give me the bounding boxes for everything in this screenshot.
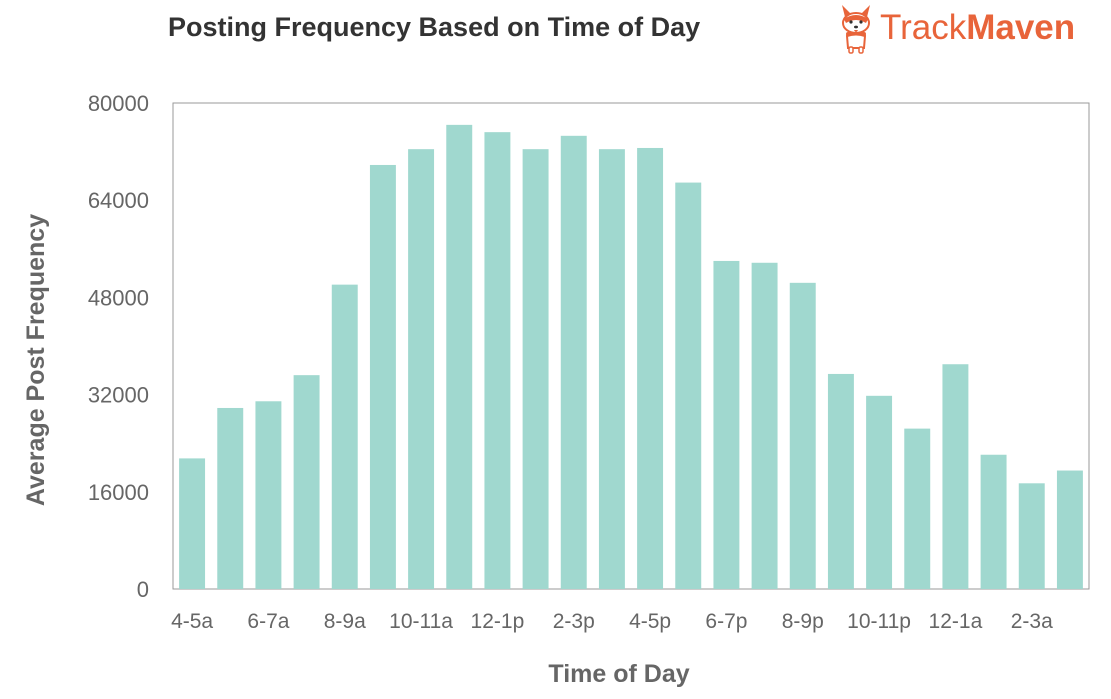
brand-name-part1: Track (880, 8, 967, 47)
bar-11-12p (446, 124, 473, 590)
bar-11-12a (904, 428, 931, 589)
plot-frame (172, 102, 1090, 590)
bar-7-8p (751, 262, 778, 589)
x-tick-label: 4-5p (629, 610, 671, 633)
bar-1-2p (522, 149, 549, 590)
y-axis-title: Average Post Frequency (22, 214, 50, 506)
x-axis-title: Time of Day (548, 660, 689, 688)
y-tick-label: 32000 (88, 383, 149, 408)
brand-name-part2: Maven (966, 8, 1076, 47)
bar-10-11a (408, 149, 435, 590)
x-tick-label: 12-1p (471, 610, 525, 633)
bar-4-5a (179, 458, 206, 589)
y-tick-label: 80000 (88, 91, 149, 116)
bar-1-2a (980, 454, 1007, 589)
x-tick-label: 2-3a (1011, 610, 1053, 633)
bar-12-1p (484, 132, 511, 589)
bar-4-5p (637, 147, 664, 589)
x-tick-label: 8-9a (324, 610, 366, 633)
chart-title: Posting Frequency Based on Time of Day (168, 12, 701, 42)
bar-8-9p (789, 282, 816, 589)
bar-6-7p (713, 260, 740, 589)
bar-5-6a (217, 407, 244, 589)
corgi-dog-icon (842, 5, 870, 54)
x-tick-label: 2-3p (553, 610, 595, 633)
y-tick-label: 16000 (88, 480, 149, 505)
bar-2-3a (1018, 483, 1045, 589)
y-tick-label: 64000 (88, 188, 149, 213)
x-tick-label: 6-7a (247, 610, 289, 633)
bar-8-9a (331, 284, 358, 589)
bar-3-4p (598, 149, 625, 590)
x-tick-label: 4-5a (171, 610, 213, 633)
brand-name: TrackMaven (880, 8, 1075, 48)
bar-10-11p (866, 395, 893, 589)
x-tick-label: 12-1a (929, 610, 983, 633)
bar-6-7a (255, 401, 282, 589)
bar-7-8a (293, 375, 320, 589)
bar-2-3p (560, 135, 587, 589)
brand-logo: TrackMaven (836, 0, 1075, 56)
bar-9-10a (369, 164, 396, 589)
x-tick-label: 10-11a (389, 610, 453, 633)
x-tick-label: 10-11p (847, 610, 911, 633)
y-tick-label: 0 (137, 577, 149, 602)
x-tick-label: 6-7p (705, 610, 747, 633)
y-tick-label: 48000 (88, 285, 149, 310)
bar-9-10p (827, 373, 854, 589)
bar-3-4a (1056, 470, 1083, 589)
bar-12-1a (942, 364, 969, 589)
x-tick-label: 8-9p (782, 610, 824, 633)
bar-5-6p (675, 182, 702, 589)
